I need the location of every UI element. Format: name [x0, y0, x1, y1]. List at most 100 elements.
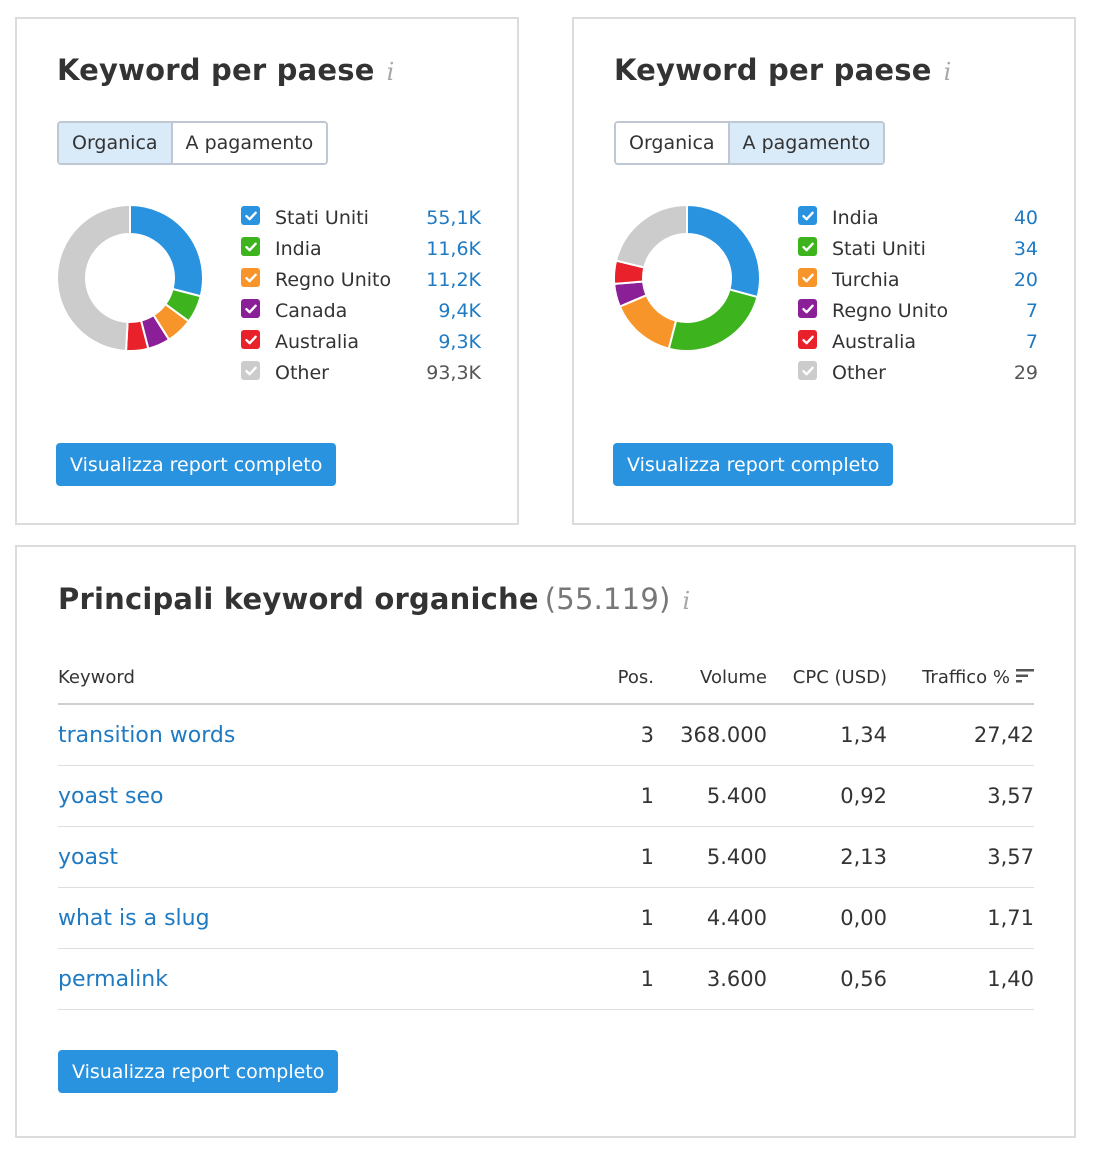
column-header-keyword[interactable]: Keyword: [58, 651, 578, 705]
tab-organica[interactable]: Organica: [616, 123, 728, 163]
legend-label: India: [832, 206, 879, 229]
legend-value[interactable]: 11,6K: [426, 237, 481, 260]
tab-organica[interactable]: Organica: [59, 123, 171, 163]
legend-checkbox[interactable]: [798, 268, 817, 287]
legend-label: Stati Uniti: [275, 206, 369, 229]
info-icon[interactable]: i: [682, 587, 691, 615]
legend-checkbox[interactable]: [798, 237, 817, 256]
legend-value[interactable]: 9,4K: [438, 299, 481, 322]
checkmark-icon: [801, 242, 814, 251]
column-header-traffic-label: Traffico %: [922, 666, 1010, 688]
pos-cell: 3: [578, 704, 654, 766]
traffic-cell: 3,57: [887, 826, 1034, 888]
legend-checkbox[interactable]: [241, 268, 260, 287]
keyword-link[interactable]: yoast: [58, 844, 119, 870]
legend-checkbox[interactable]: [798, 299, 817, 318]
sort-desc-icon[interactable]: [1016, 668, 1034, 684]
checkmark-icon: [801, 366, 814, 375]
column-header-volume[interactable]: Volume: [654, 651, 767, 705]
column-header-pos[interactable]: Pos.: [578, 651, 654, 705]
legend-checkbox[interactable]: [798, 330, 817, 349]
tab-a-pagamento[interactable]: A pagamento: [727, 123, 884, 163]
view-full-report-button[interactable]: Visualizza report completo: [58, 1050, 339, 1093]
traffic-cell: 3,57: [887, 765, 1034, 827]
checkmark-icon: [801, 273, 814, 282]
cpc-cell: 0,56: [767, 948, 887, 1010]
checkmark-icon: [801, 211, 814, 220]
traffic-cell: 1,71: [887, 887, 1034, 949]
donut-slice-stati-uniti[interactable]: [129, 205, 203, 298]
legend-checkbox[interactable]: [798, 206, 817, 225]
keyword-link[interactable]: transition words: [58, 722, 236, 748]
top-organic-keywords-panel: Principali keyword organiche (55.119) i Ke…: [15, 545, 1076, 1138]
legend-item: India 11,6K: [241, 233, 481, 264]
info-icon[interactable]: i: [386, 58, 395, 86]
column-header-traffic[interactable]: Traffico %: [887, 651, 1034, 705]
keyword-cell: transition words: [58, 704, 578, 766]
donut-chart: [57, 205, 203, 351]
legend-value[interactable]: 40: [1013, 206, 1038, 229]
legend-item: Other 29: [798, 357, 1038, 388]
volume-cell: 5.400: [654, 765, 767, 827]
panel-title-text: Principali keyword organiche: [58, 582, 539, 616]
legend-checkbox[interactable]: [241, 330, 260, 349]
legend-value[interactable]: 9,3K: [438, 330, 481, 353]
chart-legend: Stati Uniti 55,1K India 11,6K Regno Unito 11,…: [241, 202, 481, 388]
donut-slice-india[interactable]: [686, 205, 760, 299]
chart-legend: India 40 Stati Uniti 34 Turchia 20 Regno Unito…: [798, 202, 1038, 388]
legend-label: Other: [275, 361, 329, 384]
keywords-table: Keyword Pos. Volume CPC (USD) Traffico %…: [58, 651, 1034, 1010]
legend-value[interactable]: 11,2K: [426, 268, 481, 291]
legend-label: Canada: [275, 299, 348, 322]
info-icon[interactable]: i: [943, 58, 952, 86]
checkmark-icon: [244, 366, 257, 375]
legend-label: Stati Uniti: [832, 237, 926, 260]
table-row: yoast seo 1 5.400 0,92 3,57: [58, 765, 1034, 827]
legend-checkbox[interactable]: [798, 361, 817, 380]
legend-checkbox[interactable]: [241, 206, 260, 225]
checkmark-icon: [244, 335, 257, 344]
keyword-link[interactable]: yoast seo: [58, 783, 164, 809]
view-full-report-button[interactable]: Visualizza report completo: [56, 443, 337, 486]
pos-cell: 1: [578, 948, 654, 1010]
donut-slice-other[interactable]: [57, 205, 131, 351]
keyword-cell: yoast: [58, 826, 578, 888]
legend-item: Stati Uniti 34: [798, 233, 1038, 264]
donut-chart: [614, 205, 760, 351]
legend-item: Australia 7: [798, 326, 1038, 357]
legend-value[interactable]: 20: [1013, 268, 1038, 291]
panel-title-text: Keyword per paese: [57, 53, 375, 87]
keyword-cell: yoast seo: [58, 765, 578, 827]
table-row: permalink 1 3.600 0,56 1,40: [58, 948, 1034, 1010]
legend-item: Regno Unito 7: [798, 295, 1038, 326]
volume-cell: 3.600: [654, 948, 767, 1010]
keyword-link[interactable]: what is a slug: [58, 905, 210, 931]
legend-value[interactable]: 34: [1013, 237, 1038, 260]
pos-cell: 1: [578, 765, 654, 827]
legend-item: Stati Uniti 55,1K: [241, 202, 481, 233]
legend-checkbox[interactable]: [241, 361, 260, 380]
legend-item: Regno Unito 11,2K: [241, 264, 481, 295]
view-full-report-button[interactable]: Visualizza report completo: [613, 443, 894, 486]
keywords-by-country-organic-panel: Keyword per paese i Organica A pagamento …: [15, 17, 519, 525]
traffic-type-toggle: Organica A pagamento: [57, 121, 329, 165]
checkmark-icon: [244, 242, 257, 251]
legend-value[interactable]: 55,1K: [426, 206, 481, 229]
tab-a-pagamento[interactable]: A pagamento: [170, 123, 327, 163]
legend-value: 93,3K: [426, 361, 481, 384]
traffic-type-toggle: Organica A pagamento: [614, 121, 886, 165]
keyword-count: (55.119): [544, 582, 671, 616]
traffic-cell: 1,40: [887, 948, 1034, 1010]
pos-cell: 1: [578, 826, 654, 888]
legend-label: Regno Unito: [275, 268, 392, 291]
donut-slice-stati-uniti[interactable]: [667, 288, 759, 351]
column-header-cpc[interactable]: CPC (USD): [767, 651, 887, 705]
legend-value[interactable]: 7: [1025, 330, 1038, 353]
keyword-link[interactable]: permalink: [58, 966, 168, 992]
donut-slice-other[interactable]: [614, 205, 688, 269]
legend-checkbox[interactable]: [241, 237, 260, 256]
legend-value: 29: [1013, 361, 1038, 384]
legend-value[interactable]: 7: [1025, 299, 1038, 322]
legend-checkbox[interactable]: [241, 299, 260, 318]
legend-label: Turchia: [832, 268, 900, 291]
